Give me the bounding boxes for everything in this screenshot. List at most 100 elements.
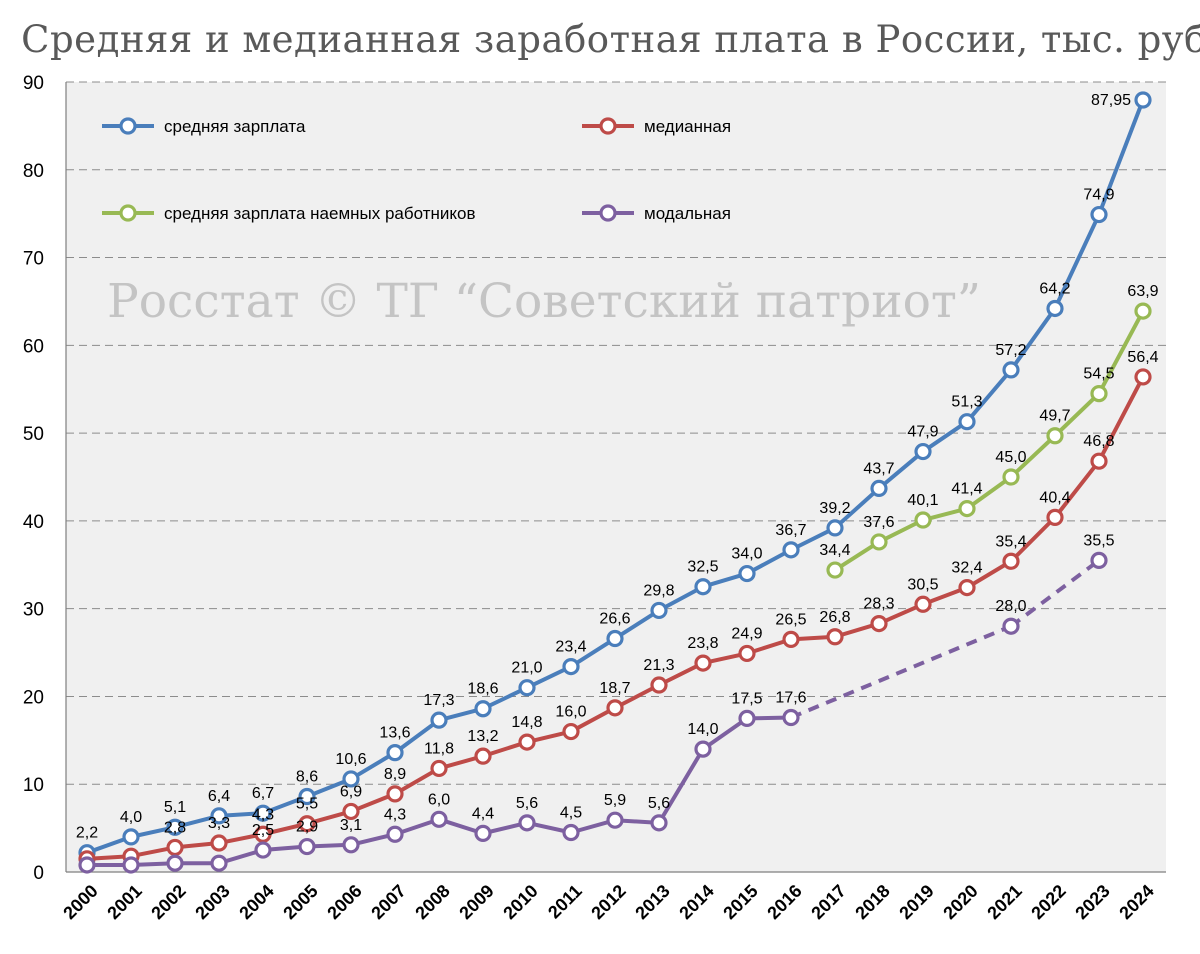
data-label-median: 8,9 — [384, 766, 406, 783]
data-point-median — [1046, 508, 1064, 526]
legend-item-median: медианная — [582, 117, 731, 136]
data-point-hired-average — [1002, 468, 1020, 486]
data-label-average: 87,95 — [1091, 92, 1131, 109]
data-point-hired-average — [1134, 302, 1152, 320]
data-label-average: 6,4 — [208, 788, 230, 805]
data-label-median: 40,4 — [1039, 489, 1070, 506]
data-label-median: 24,9 — [731, 625, 762, 642]
data-point-modal — [694, 740, 712, 758]
y-tick-label: 50 — [23, 424, 44, 445]
data-label-hired-average: 41,4 — [951, 481, 982, 498]
data-point-modal — [122, 856, 140, 874]
data-point-median — [298, 815, 316, 833]
data-label-average: 64,2 — [1039, 280, 1070, 297]
data-point-median — [386, 785, 404, 803]
data-point-average — [826, 519, 844, 537]
data-point-modal — [210, 854, 228, 872]
data-point-average — [562, 657, 580, 676]
data-label-modal: 4,4 — [472, 805, 494, 822]
data-label-modal: 3,1 — [340, 817, 362, 834]
data-label-median: 3,3 — [208, 815, 230, 832]
data-label-average: 5,1 — [164, 799, 186, 816]
data-point-median — [694, 654, 712, 672]
legend-marker — [119, 117, 137, 135]
y-tick-labels: 0 10 20 30 40 50 60 70 80 90 — [23, 73, 44, 884]
data-point-hired-average — [1090, 385, 1108, 403]
data-label-median: 32,4 — [951, 560, 982, 577]
data-point-average — [1090, 205, 1108, 224]
data-point-average — [342, 770, 360, 788]
data-point-average — [694, 578, 712, 596]
data-label-median: 2,8 — [164, 819, 186, 836]
data-label-hired-average: 54,5 — [1083, 366, 1114, 383]
data-label-average: 34,0 — [731, 546, 762, 563]
series-dashed-modal — [790, 624, 1012, 720]
data-point-modal — [606, 811, 624, 829]
data-label-median: 35,4 — [995, 533, 1026, 550]
y-tick-label: 20 — [23, 687, 44, 708]
data-point-average — [1002, 361, 1020, 379]
data-label-average: 17,3 — [423, 692, 454, 709]
data-point-average — [298, 787, 316, 806]
data-point-modal — [1090, 551, 1108, 569]
data-point-average — [430, 711, 448, 729]
legend-item-average: средняя зарплата — [102, 117, 306, 136]
data-label-average: 51,3 — [951, 394, 982, 411]
data-point-average — [958, 413, 976, 431]
watermark: Росстат © ТГ “Советский патриот” — [107, 274, 981, 329]
data-label-median: 28,3 — [863, 596, 894, 613]
data-label-hired-average: 63,9 — [1127, 283, 1158, 300]
data-point-median — [562, 722, 580, 741]
data-point-average — [870, 479, 888, 498]
data-label-modal: 17,5 — [731, 690, 762, 707]
legend-marker — [599, 117, 617, 135]
legend-marker — [599, 204, 617, 222]
data-label-average: 2,2 — [76, 825, 98, 842]
data-point-average — [1046, 299, 1064, 318]
grid-lines — [66, 81, 1166, 785]
legend-label: средняя зарплата — [164, 117, 306, 136]
data-label-median: 4,3 — [252, 806, 274, 823]
y-tick-label: 10 — [23, 775, 44, 796]
data-point-modal — [782, 708, 800, 727]
data-point-average — [386, 744, 404, 762]
data-labels: 2,2 4,0 5,1 6,4 6,7 8,6 10,6 13,6 17,3 18,6 21,0 23… — [76, 92, 1159, 842]
data-label-median: 11,8 — [424, 740, 454, 757]
data-point-median — [870, 614, 888, 633]
data-point-median — [210, 834, 228, 852]
data-label-modal: 4,3 — [384, 806, 406, 823]
data-label-average: 36,7 — [775, 522, 806, 539]
legend-label: модальная — [644, 204, 731, 223]
data-label-modal: 14,0 — [687, 721, 718, 738]
series-modal — [78, 551, 1108, 874]
data-point-modal — [430, 810, 448, 828]
data-label-average: 74,9 — [1083, 187, 1114, 204]
data-point-modal — [342, 836, 360, 854]
y-tick-label: 30 — [23, 600, 44, 621]
data-label-median: 21,3 — [643, 657, 674, 674]
data-point-median — [254, 825, 272, 843]
data-label-median: 5,5 — [296, 796, 318, 813]
y-tick-label: 60 — [23, 336, 44, 357]
data-point-average — [738, 564, 756, 583]
data-point-average — [650, 601, 668, 620]
plot-area — [66, 82, 1166, 872]
data-point-modal — [518, 814, 536, 832]
data-label-average: 6,7 — [252, 785, 274, 802]
data-label-modal: 28,0 — [995, 598, 1026, 615]
data-point-modal — [562, 823, 580, 842]
data-label-average: 23,4 — [555, 639, 586, 656]
data-point-average — [210, 807, 228, 825]
y-tick-label: 90 — [23, 73, 44, 94]
data-label-modal: 17,6 — [775, 690, 806, 707]
y-tick-label: 40 — [23, 512, 44, 533]
data-label-median: 30,5 — [907, 576, 938, 593]
data-point-median — [958, 578, 976, 597]
y-tick-label: 80 — [23, 161, 44, 182]
data-point-median — [166, 838, 184, 857]
data-label-average: 26,6 — [599, 611, 630, 628]
data-label-average: 47,9 — [907, 424, 938, 441]
data-label-average: 21,0 — [511, 660, 542, 677]
data-label-median: 18,7 — [599, 680, 630, 697]
